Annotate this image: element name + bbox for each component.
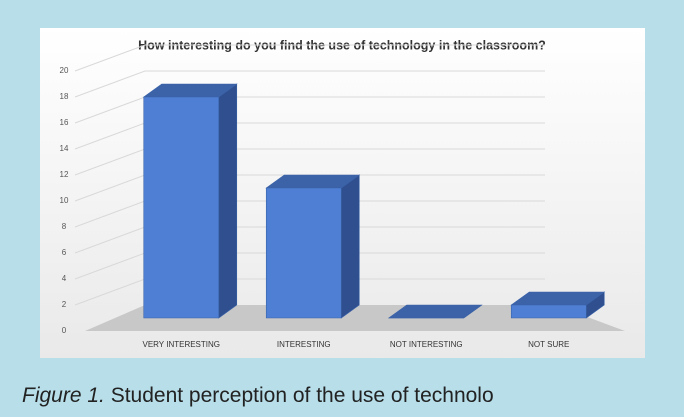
y-tick-label: 8	[62, 222, 67, 231]
y-tick-label: 6	[62, 248, 67, 257]
x-tick-label: VERY INTERESTING	[143, 340, 221, 349]
bar	[265, 174, 361, 319]
caption-text: Student perception of the use of technol…	[104, 384, 494, 407]
y-tick-label: 0	[62, 326, 67, 335]
x-tick-label: INTERESTING	[277, 340, 331, 349]
bar	[142, 83, 238, 319]
bar	[510, 291, 606, 319]
caption-label: Figure 1.	[22, 384, 105, 407]
y-tick-label: 20	[60, 66, 69, 75]
caption: Figure 1. Student perception of the use …	[22, 384, 494, 408]
bar-front	[265, 187, 342, 319]
bar-front	[510, 304, 587, 319]
grid-line	[74, 44, 545, 72]
y-tick-label: 12	[60, 170, 69, 179]
x-tick-label: NOT SURE	[528, 340, 569, 349]
x-tick-label: NOT INTERESTING	[390, 340, 463, 349]
grid-line	[74, 70, 545, 98]
y-tick-label: 4	[62, 274, 67, 283]
bar-front	[143, 96, 220, 319]
chart: How interesting do you find the use of t…	[40, 28, 645, 358]
y-tick-label: 18	[60, 92, 69, 101]
y-tick-label: 14	[60, 144, 69, 153]
y-tick-label: 10	[60, 196, 69, 205]
bar-side	[340, 174, 360, 319]
bar-side	[218, 83, 238, 319]
y-tick-label: 2	[62, 300, 67, 309]
bar	[387, 304, 483, 319]
y-tick-label: 16	[60, 118, 69, 127]
